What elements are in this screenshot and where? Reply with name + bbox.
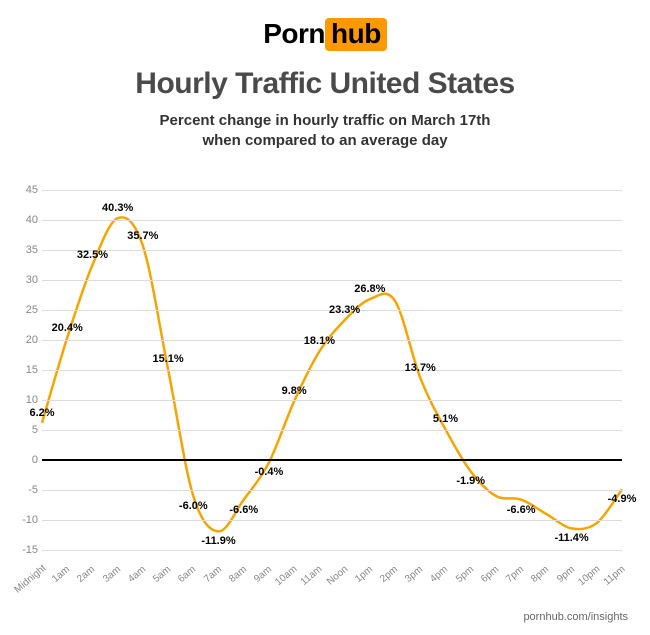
gridline [42, 550, 622, 551]
ytick-label: 10 [26, 394, 38, 406]
xtick-label: 3am [101, 564, 123, 585]
data-label: -11.9% [201, 535, 235, 547]
logo-right: hub [325, 18, 387, 51]
gridline [42, 280, 622, 281]
ytick-label: -10 [22, 514, 38, 526]
data-label: 15.1% [152, 353, 183, 365]
data-label: -6.6% [507, 504, 536, 516]
ytick-label: 20 [26, 334, 38, 346]
xtick-label: 5pm [454, 564, 476, 585]
data-label: 6.2% [29, 407, 54, 419]
gridline [42, 400, 622, 401]
data-label: 13.7% [405, 362, 436, 374]
data-label: -0.4% [255, 466, 284, 478]
xtick-label: 1am [50, 564, 72, 585]
xtick-label: 4pm [429, 564, 451, 585]
xtick-label: Midnight [12, 563, 48, 596]
chart-title: Hourly Traffic United States [0, 67, 650, 101]
ytick-label: 30 [26, 274, 38, 286]
xtick-label: 7am [202, 564, 224, 585]
data-label: 23.3% [329, 304, 360, 316]
xtick-label: 3pm [403, 564, 425, 585]
data-label: 5.1% [433, 413, 458, 425]
ytick-label: 0 [32, 454, 38, 466]
logo-left: Porn [263, 18, 325, 49]
ytick-label: 40 [26, 214, 38, 226]
data-label: -6.0% [179, 500, 208, 512]
xtick-label: 6am [176, 564, 198, 585]
gridline [42, 430, 622, 431]
data-label: 40.3% [102, 202, 133, 214]
xtick-label: 1pm [353, 564, 375, 585]
gridline [42, 190, 622, 191]
data-label: 32.5% [77, 249, 108, 261]
xtick-label: 2pm [378, 564, 400, 585]
ytick-label: 15 [26, 364, 38, 376]
ytick-label: 35 [26, 244, 38, 256]
data-label: 20.4% [52, 322, 83, 334]
chart-plot-area: -15-10-5051015202530354045Midnight1am2am… [42, 190, 622, 550]
xtick-label: 10pm [576, 564, 602, 589]
xtick-label: 6pm [479, 564, 501, 585]
footer-attribution: pornhub.com/insights [523, 611, 628, 623]
ytick-label: 25 [26, 304, 38, 316]
xtick-label: 8pm [529, 564, 551, 585]
gridline [42, 220, 622, 221]
xtick-label: 4am [126, 564, 148, 585]
xtick-label: 11am [299, 564, 325, 588]
ytick-label: -15 [22, 544, 38, 556]
data-label: 18.1% [304, 335, 335, 347]
data-label: -4.9% [608, 493, 637, 505]
ytick-label: 5 [32, 424, 38, 436]
ytick-label: -5 [28, 484, 38, 496]
xtick-label: 5am [151, 564, 173, 585]
xtick-label: 9am [252, 564, 274, 585]
gridline [42, 250, 622, 251]
gridline [42, 520, 622, 521]
data-label: 35.7% [127, 230, 158, 242]
data-label: -6.6% [229, 504, 258, 516]
xtick-label: 9pm [555, 564, 577, 585]
xtick-label: Noon [325, 564, 350, 588]
data-label: -1.9% [456, 475, 485, 487]
gridline [42, 490, 622, 491]
data-label: -11.4% [554, 532, 588, 544]
xtick-label: 10am [273, 564, 299, 589]
xtick-label: 2am [75, 564, 97, 585]
chart-subtitle: Percent change in hourly traffic on Marc… [0, 111, 650, 152]
zero-line [42, 459, 622, 461]
xtick-label: 8am [227, 564, 249, 585]
gridline [42, 370, 622, 371]
data-label: 9.8% [282, 385, 307, 397]
data-label: 26.8% [354, 283, 385, 295]
ytick-label: 45 [26, 184, 38, 196]
chart-line [42, 217, 622, 531]
brand-logo: Pornhub [0, 0, 650, 51]
xtick-label: 7pm [504, 564, 526, 585]
xtick-label: 11pm [602, 564, 628, 588]
